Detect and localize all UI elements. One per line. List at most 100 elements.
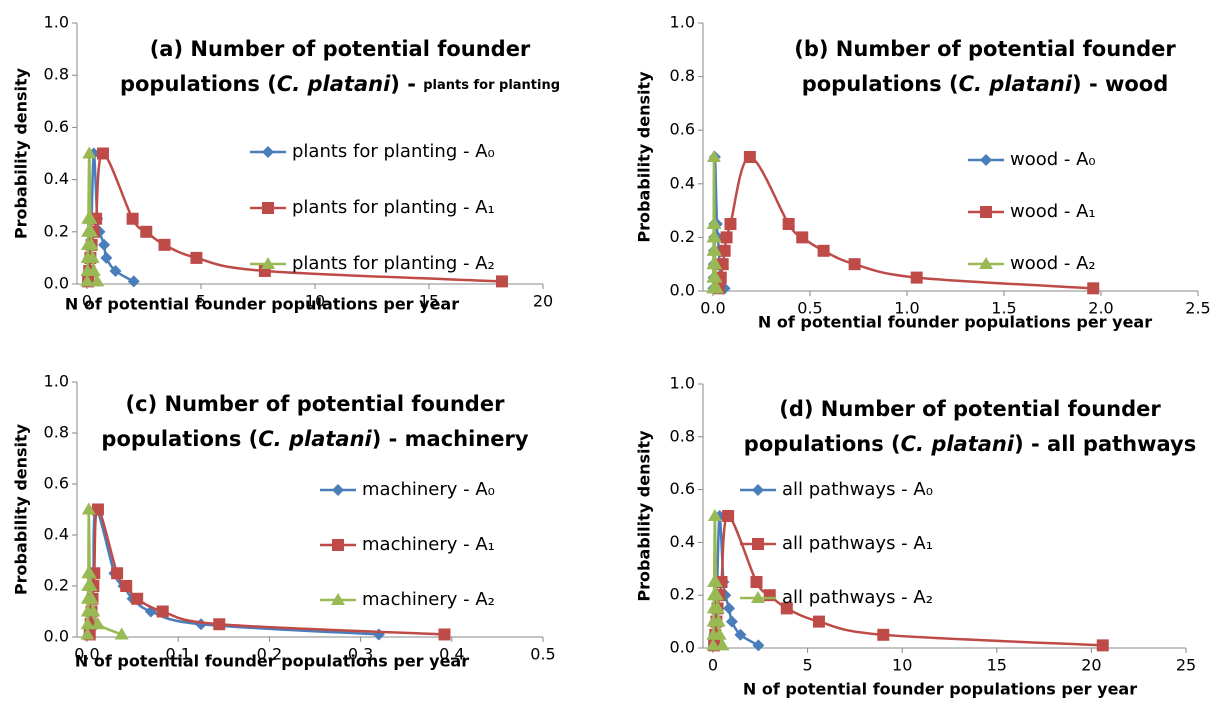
marker [261,257,275,269]
marker [82,566,97,579]
marker [763,589,776,602]
marker [752,639,765,652]
marker [1087,282,1100,295]
legend-label: wood - A₁ [1010,201,1096,222]
marker [1096,639,1109,652]
y-tick-label: 0.2 [44,576,69,595]
marker [710,601,725,614]
x-tick-label: 0.3 [348,645,373,664]
title-line: populations (C. platani) - machinery [101,427,528,451]
legend-label: all pathways - A₁ [782,533,933,554]
x-tick-label: 0.5 [530,645,555,664]
x-tick-label: 0.2 [257,645,282,664]
marker [131,592,144,605]
legend-label: plants for planting - A₂ [292,253,495,274]
panel: 0.0 0.2 0.4 0.6 0.8 1.0 0.0 0.5 1.0 1.5 2.0 2.5 Prob… [635,13,1211,332]
x-tick-label: 10 [305,292,325,311]
marker [752,484,764,496]
legend-label: all pathways - A₂ [782,587,933,608]
marker [96,147,109,160]
legend-label: plants for planting - A₁ [292,197,495,218]
x-tick-label: 0.5 [797,299,822,318]
y-tick-label: 0.4 [44,525,69,544]
title-line: populations (C. platani) - wood [802,72,1169,96]
marker [780,602,793,615]
marker [707,509,722,521]
marker [709,588,724,601]
marker [195,618,207,631]
title-part: all pathways [1047,432,1196,456]
marker [910,271,923,284]
title-part: C. platani [901,432,1015,456]
marker [708,270,723,283]
x-tick-label: 5 [803,656,813,675]
marker [706,638,721,651]
marker [100,251,113,264]
x-axis-label: N of potential founder populations per y… [743,680,1137,699]
x-axis-label: N of potential founder populations per y… [758,313,1152,332]
title-part: machinery [405,427,529,451]
y-axis-label: Probability density [635,71,654,243]
marker [708,257,723,270]
panel: 0.0 0.2 0.4 0.6 0.8 1.0 0 5 10 15 20 25 Probability … [635,374,1197,699]
y-tick-label: 0.6 [44,117,69,136]
y-tick-label: 1.0 [670,13,695,32]
marker [706,150,721,162]
y-axis-label: Probability density [12,423,31,595]
title-line: populations (C. platani) - all pathways [744,432,1196,456]
marker [109,264,122,277]
marker [750,576,763,588]
marker [83,579,98,591]
title-line: (c) Number of potential founder [126,392,506,416]
title-part: wood [1105,72,1168,96]
y-tick-label: 0.0 [670,281,695,300]
y-tick-label: 0.2 [670,227,695,246]
y-tick-label: 0.6 [670,479,695,498]
marker [743,151,756,163]
marker [82,146,97,159]
marker [848,258,861,271]
y-tick-label: 0.4 [44,169,69,188]
title-line: (a) Number of potential founder [150,37,531,61]
x-tick-label: 10 [892,656,912,675]
title-line: populations (C. platani) - plants for pl… [120,72,560,96]
panel: 0.0 0.2 0.4 0.6 0.8 1.0 0 5 10 15 20 Probability de… [12,13,561,314]
marker [84,591,99,604]
marker [190,251,203,264]
marker [707,243,722,256]
legend-label: wood - A₂ [1010,253,1096,274]
x-axis-label: N of potential founder populations per y… [75,652,469,671]
marker [718,244,731,257]
marker [707,230,722,243]
title-part: C. platani [258,427,372,451]
marker [158,238,171,251]
marker [722,510,735,522]
marker [85,250,100,263]
marker [83,211,98,224]
y-tick-label: 0.8 [44,423,69,442]
title-part: populations ( [101,427,258,451]
y-axis-label: Probability density [635,430,654,602]
series-line [87,508,379,636]
marker [90,274,105,287]
x-tick-label: 15 [419,292,439,311]
legend-label: machinery - A₂ [362,589,495,610]
marker [98,238,111,251]
x-tick-label: 0.0 [700,299,725,318]
x-tick-label: 0.0 [74,645,99,664]
y-tick-label: 1.0 [44,13,69,32]
marker [86,263,101,276]
series-line [88,508,445,636]
marker [817,244,830,257]
marker [712,627,727,640]
x-tick-label: 0 [708,656,718,675]
marker [140,225,153,238]
x-tick-label: 0.1 [165,645,190,664]
marker [84,224,99,237]
marker [980,154,992,166]
marker [91,503,104,516]
x-tick-label: 1.0 [894,299,919,318]
marker [111,567,124,580]
marker [711,614,726,627]
